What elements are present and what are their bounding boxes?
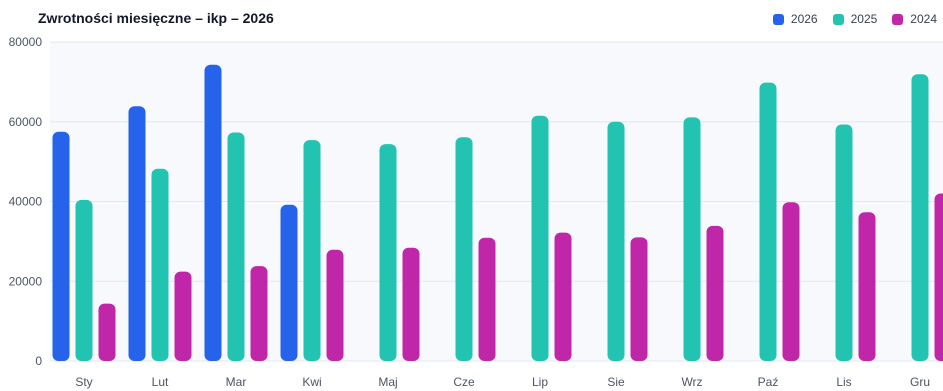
bar-2024-Gru bbox=[934, 193, 943, 361]
x-tick-label: Kwi bbox=[302, 375, 321, 389]
bar-2024-Lip bbox=[554, 232, 572, 361]
x-tick-label: Wrz bbox=[681, 375, 702, 389]
bar-2024-Lis bbox=[858, 212, 876, 361]
legend-label-2024: 2024 bbox=[910, 12, 937, 26]
x-tick-label: Lip bbox=[532, 375, 548, 389]
bar-2024-Wrz bbox=[706, 225, 724, 361]
bar-2024-Paź bbox=[782, 202, 800, 361]
bar-2025-Mar bbox=[227, 132, 245, 361]
bar-2024-Lut bbox=[174, 271, 192, 361]
x-tick-label: Lut bbox=[152, 375, 169, 389]
legend-label-2026: 2026 bbox=[790, 12, 818, 26]
legend-swatch-2026 bbox=[772, 13, 784, 25]
bar-2025-Wrz bbox=[683, 117, 701, 362]
legend-swatch-2025 bbox=[832, 13, 844, 25]
bar-2024-Cze bbox=[478, 237, 496, 361]
bar-2025-Lis bbox=[835, 124, 853, 361]
x-tick-label: Gru bbox=[910, 375, 930, 389]
legend-label-2025: 2025 bbox=[850, 12, 878, 26]
y-tick-label: 80000 bbox=[9, 35, 43, 49]
bar-2025-Sty bbox=[75, 199, 93, 361]
bar-2025-Kwi bbox=[303, 140, 321, 361]
bar-2025-Lut bbox=[151, 168, 169, 361]
bar-2024-Maj bbox=[402, 247, 420, 361]
bar-2026-Kwi bbox=[280, 204, 298, 361]
bar-2024-Sty bbox=[98, 303, 116, 361]
bar-2025-Sie bbox=[607, 121, 625, 361]
legend-item-2025[interactable]: 2025 bbox=[832, 12, 878, 26]
legend-item-2026[interactable]: 2026 bbox=[772, 12, 818, 26]
bar-2025-Paź bbox=[759, 82, 777, 362]
y-tick-label: 60000 bbox=[9, 115, 43, 129]
x-tick-label: Sty bbox=[75, 375, 92, 389]
bar-2025-Cze bbox=[455, 137, 473, 361]
chart-title: Zwrotności miesięczne – ikp – 2026 bbox=[38, 10, 274, 26]
legend-item-2024[interactable]: 2024 bbox=[892, 12, 937, 26]
y-tick-label: 0 bbox=[35, 354, 42, 368]
bar-2024-Sie bbox=[630, 237, 648, 361]
bar-2024-Kwi bbox=[326, 249, 344, 361]
x-tick-label: Sie bbox=[607, 375, 625, 389]
y-tick-label: 40000 bbox=[9, 195, 43, 209]
x-tick-label: Lis bbox=[836, 375, 851, 389]
bar-2026-Mar bbox=[204, 64, 222, 361]
x-tick-label: Maj bbox=[378, 375, 397, 389]
bar-2025-Gru bbox=[911, 74, 929, 361]
bar-2026-Sty bbox=[52, 131, 70, 361]
y-tick-label: 20000 bbox=[9, 274, 43, 288]
bar-2026-Lut bbox=[128, 106, 146, 361]
x-tick-label: Paź bbox=[758, 375, 779, 389]
x-tick-label: Mar bbox=[226, 375, 247, 389]
x-tick-label: Cze bbox=[453, 375, 475, 389]
bar-2025-Maj bbox=[379, 144, 397, 361]
legend: 2026 2025 2024 bbox=[772, 12, 937, 26]
bar-2025-Lip bbox=[531, 115, 549, 361]
legend-swatch-2024 bbox=[892, 13, 904, 25]
bar-2024-Mar bbox=[250, 266, 268, 361]
